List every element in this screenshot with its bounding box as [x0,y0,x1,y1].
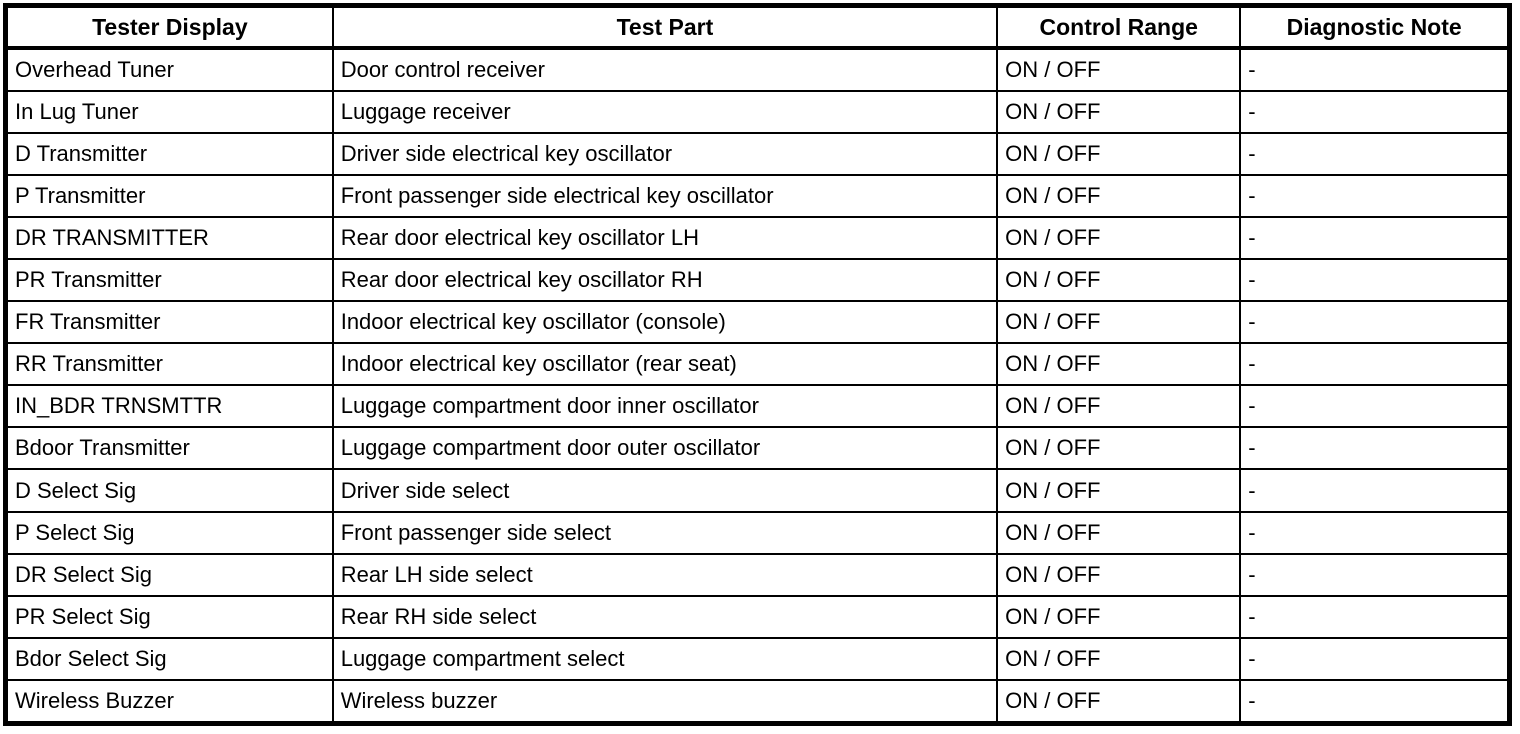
cell-test-part: Luggage compartment select [331,636,999,681]
cell-diagnostic-note: - [1239,552,1511,597]
diagnostic-test-table: Tester Display Test Part Control Range D… [3,3,1512,726]
table-row: DR Select Sig Rear LH side select ON / OFF… [4,552,1511,597]
cell-control-range: ON / OFF [996,594,1242,639]
cell-control-range: ON / OFF [996,216,1242,261]
cell-diagnostic-note: - [1239,342,1511,387]
cell-diagnostic-note: - [1239,510,1511,555]
cell-tester-display: PR Transmitter [4,258,334,303]
cell-diagnostic-note: - [1239,636,1511,681]
cell-diagnostic-note: - [1239,594,1511,639]
table-row: Bdor Select Sig Luggage compartment selec… [4,636,1511,681]
cell-test-part: Indoor electrical key oscillator (consol… [331,300,999,345]
table-row: RR Transmitter Indoor electrical key osci… [4,342,1511,387]
cell-test-part: Luggage compartment door inner oscillato… [331,384,999,429]
cell-control-range: ON / OFF [996,552,1242,597]
cell-diagnostic-note: - [1239,258,1511,303]
cell-control-range: ON / OFF [996,636,1242,681]
cell-diagnostic-note: - [1239,90,1511,135]
table-row: D Transmitter Driver side electrical key … [4,132,1511,177]
cell-control-range: ON / OFF [996,678,1242,725]
table-row: FR Transmitter Indoor electrical key osci… [4,300,1511,345]
cell-tester-display: Bdoor Transmitter [4,426,334,471]
table-row: PR Select Sig Rear RH side select ON / OFF… [4,594,1511,639]
header-control-range: Control Range [996,4,1242,50]
cell-test-part: Rear door electrical key oscillator RH [331,258,999,303]
cell-diagnostic-note: - [1239,300,1511,345]
cell-tester-display: DR TRANSMITTER [4,216,334,261]
table-row: Bdoor Transmitter Luggage compartment doo… [4,426,1511,471]
cell-diagnostic-note: - [1239,468,1511,513]
cell-diagnostic-note: - [1239,174,1511,219]
cell-control-range: ON / OFF [996,426,1242,471]
cell-control-range: ON / OFF [996,258,1242,303]
cell-control-range: ON / OFF [996,46,1242,93]
cell-tester-display: P Select Sig [4,510,334,555]
table-row: PR Transmitter Rear door electrical key o… [4,258,1511,303]
cell-test-part: Rear RH side select [331,594,999,639]
cell-test-part: Indoor electrical key oscillator (rear s… [331,342,999,387]
cell-control-range: ON / OFF [996,90,1242,135]
cell-control-range: ON / OFF [996,174,1242,219]
cell-test-part: Rear door electrical key oscillator LH [331,216,999,261]
cell-tester-display: D Transmitter [4,132,334,177]
cell-tester-display: DR Select Sig [4,552,334,597]
cell-test-part: Luggage receiver [331,90,999,135]
cell-control-range: ON / OFF [996,300,1242,345]
cell-tester-display: IN_BDR TRNSMTTR [4,384,334,429]
table-row: D Select Sig Driver side select ON / OFF - [4,468,1511,513]
cell-test-part: Driver side select [331,468,999,513]
cell-tester-display: P Transmitter [4,174,334,219]
cell-diagnostic-note: - [1239,384,1511,429]
table-header-row: Tester Display Test Part Control Range D… [4,4,1511,50]
cell-test-part: Luggage compartment door outer oscillato… [331,426,999,471]
table-row: Wireless Buzzer Wireless buzzer ON / OFF - [4,678,1511,725]
table-row: DR TRANSMITTER Rear door electrical key o… [4,216,1511,261]
table-row: Overhead Tuner Door control receiver ON / … [4,46,1511,93]
cell-test-part: Driver side electrical key oscillator [331,132,999,177]
cell-test-part: Front passenger side electrical key osci… [331,174,999,219]
cell-control-range: ON / OFF [996,510,1242,555]
table-row: P Transmitter Front passenger side electr… [4,174,1511,219]
cell-tester-display: D Select Sig [4,468,334,513]
cell-tester-display: PR Select Sig [4,594,334,639]
cell-diagnostic-note: - [1239,132,1511,177]
cell-tester-display: RR Transmitter [4,342,334,387]
cell-test-part: Front passenger side select [331,510,999,555]
cell-diagnostic-note: - [1239,216,1511,261]
header-test-part: Test Part [331,4,999,50]
cell-control-range: ON / OFF [996,384,1242,429]
cell-tester-display: Bdor Select Sig [4,636,334,681]
cell-tester-display: In Lug Tuner [4,90,334,135]
cell-diagnostic-note: - [1239,426,1511,471]
table-row: IN_BDR TRNSMTTR Luggage compartment door … [4,384,1511,429]
cell-test-part: Rear LH side select [331,552,999,597]
header-diagnostic-note: Diagnostic Note [1239,4,1511,50]
cell-test-part: Wireless buzzer [331,678,999,725]
cell-tester-display: Wireless Buzzer [4,678,334,725]
cell-diagnostic-note: - [1239,678,1511,725]
table-body: Overhead Tuner Door control receiver ON / … [4,46,1511,725]
cell-tester-display: FR Transmitter [4,300,334,345]
table-row: P Select Sig Front passenger side select O… [4,510,1511,555]
table-row: In Lug Tuner Luggage receiver ON / OFF - [4,90,1511,135]
cell-tester-display: Overhead Tuner [4,46,334,93]
cell-control-range: ON / OFF [996,342,1242,387]
cell-control-range: ON / OFF [996,132,1242,177]
cell-test-part: Door control receiver [331,46,999,93]
cell-diagnostic-note: - [1239,46,1511,93]
cell-control-range: ON / OFF [996,468,1242,513]
header-tester-display: Tester Display [4,4,334,50]
